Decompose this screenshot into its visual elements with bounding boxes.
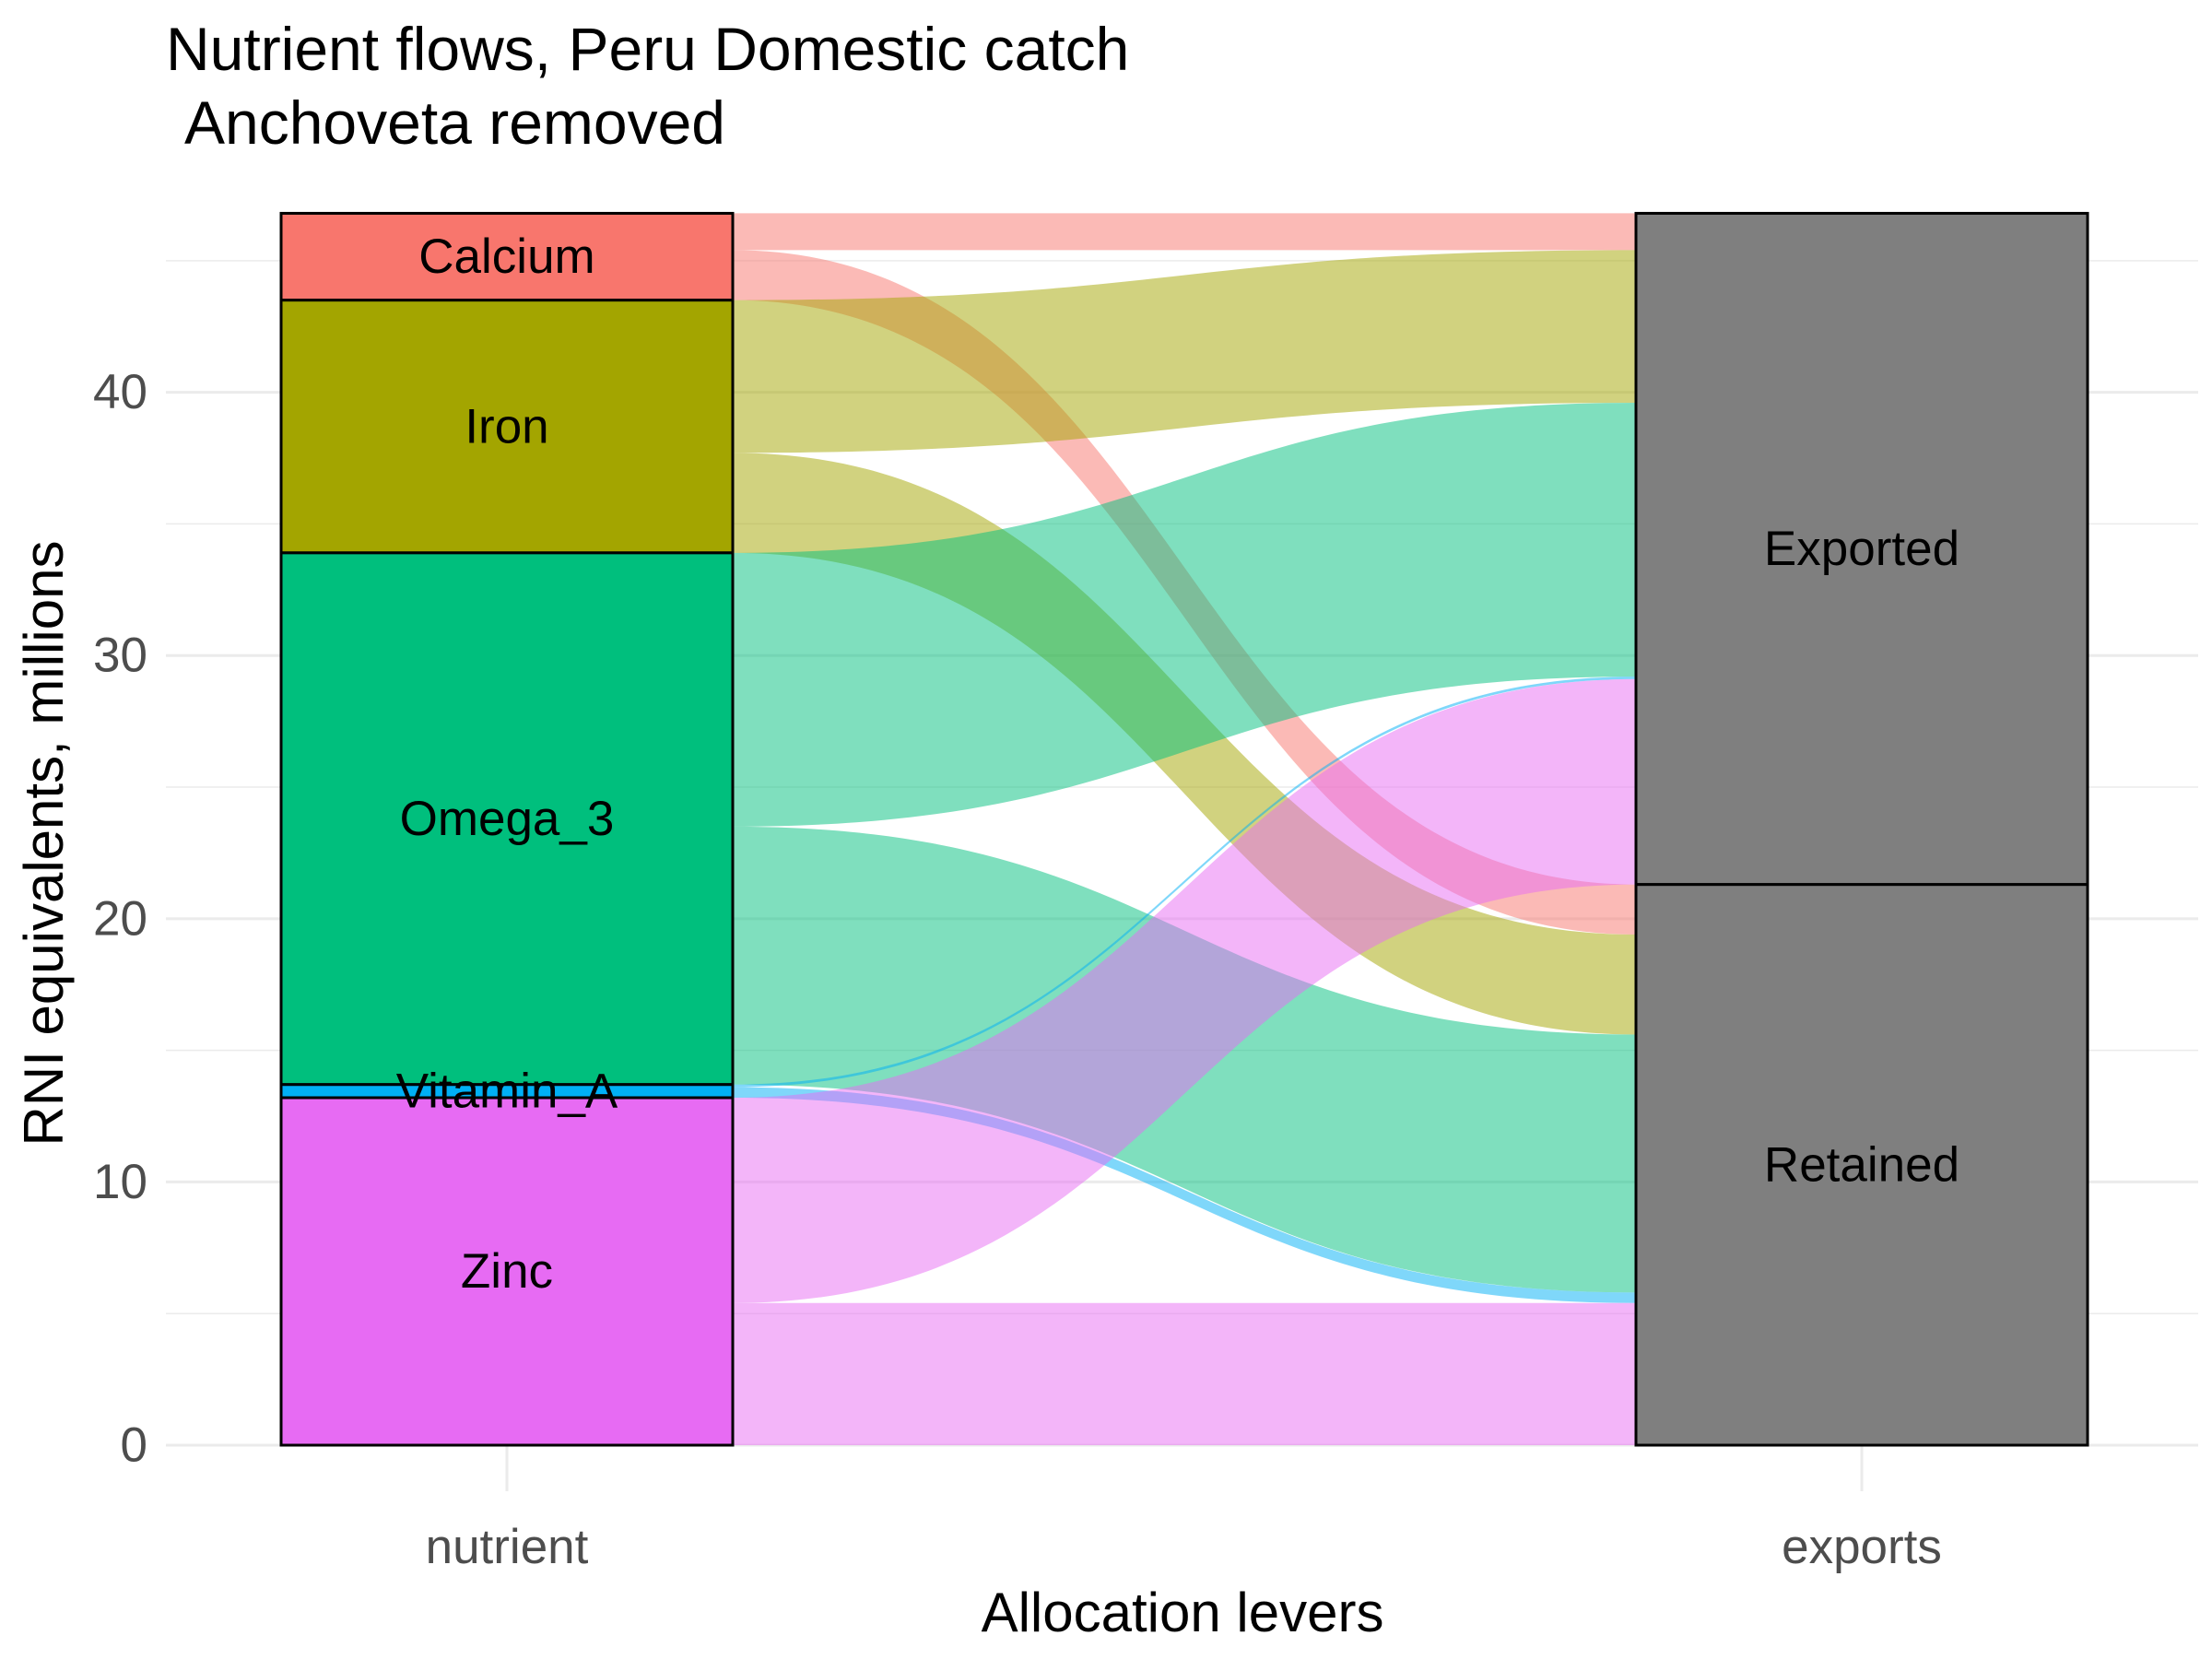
chart-title: Nutrient flows, Peru Domestic catch [166, 15, 1129, 83]
flow-vitamin-a-to-retained [733, 1087, 1636, 1303]
stratum-label-vitamin-a: Vitamin_A [396, 1064, 618, 1118]
x-tick-label-nutrient: nutrient [426, 1520, 589, 1574]
alluvial-flows [733, 213, 1636, 1445]
y-tick-label: 20 [93, 891, 147, 946]
x-axis-title: Allocation levers [982, 1582, 1384, 1643]
flow-iron-to-exported [733, 250, 1636, 453]
flow-omega-3-to-exported [733, 403, 1636, 827]
stratum-label-omega-3: Omega_3 [400, 792, 615, 846]
stratum-label-calcium: Calcium [418, 229, 594, 284]
y-tick-label: 10 [93, 1155, 147, 1209]
stratum-retained [1634, 883, 2089, 1447]
x-tick-label-exports: exports [1782, 1520, 1942, 1574]
stratum-zinc [279, 1096, 735, 1447]
flow-vitamin-a-to-exported [733, 677, 1636, 1088]
stratum-iron [279, 299, 735, 555]
strata: Calcium Iron Omega_3 Vitamin_A Zinc Exported R… [279, 211, 2089, 1447]
x-axis-ticks: nutrient exports [426, 1520, 1942, 1574]
stratum-label-iron: Iron [465, 399, 548, 453]
y-tick-label: 40 [93, 365, 147, 419]
flow-zinc-to-exported [733, 678, 1636, 1303]
y-axis-ticks: 0 10 20 30 40 [93, 365, 147, 1472]
flow-zinc-to-retained [733, 1302, 1636, 1445]
y-tick-label: 30 [93, 629, 147, 683]
chart-subtitle: Anchoveta removed [184, 88, 725, 157]
stratum-exported [1634, 211, 2089, 887]
stratum-label-zinc: Zinc [461, 1244, 553, 1299]
stratum-label-retained: Retained [1764, 1137, 1959, 1192]
stratum-label-exported: Exported [1764, 522, 1959, 576]
stratum-omega-3 [279, 551, 735, 1087]
y-axis-title: RNI equivalents, millions [13, 541, 75, 1147]
flow-calcium-to-exported [733, 213, 1636, 251]
y-tick-label: 0 [121, 1418, 147, 1473]
